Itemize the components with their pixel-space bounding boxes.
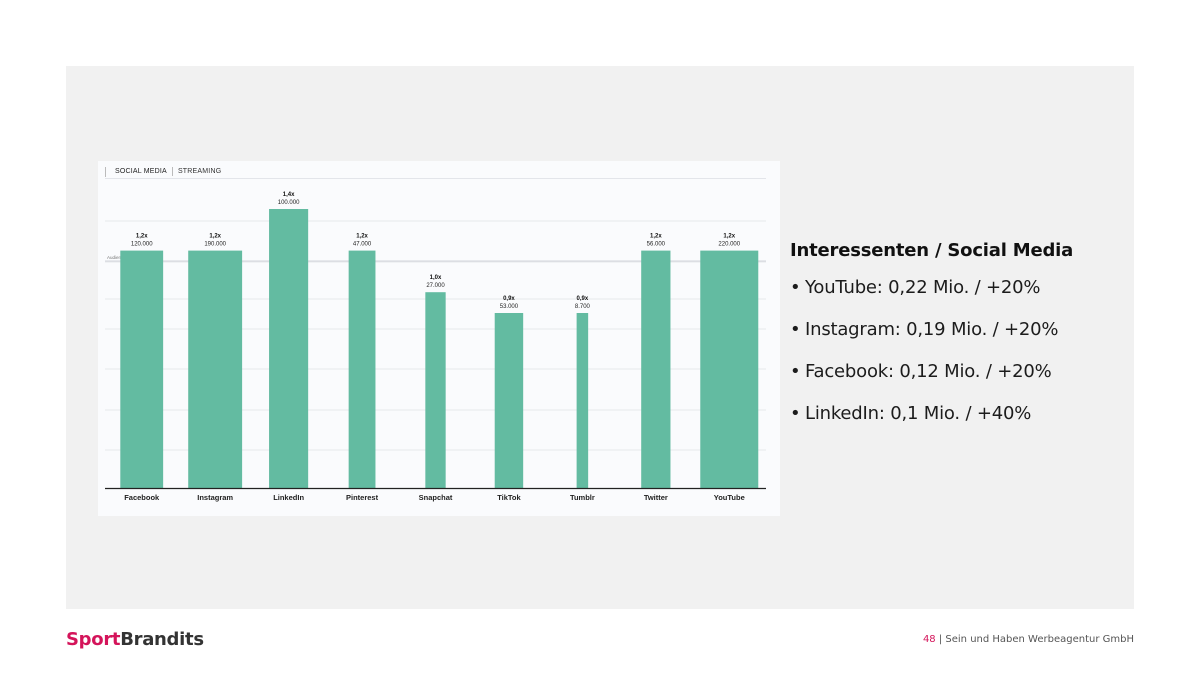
bullet-item: • YouTube: 0,22 Mio. / +20% <box>790 277 1120 319</box>
bar <box>494 313 524 488</box>
page-number: 48 <box>922 634 936 645</box>
bar-value-label: 27.000 <box>426 283 445 289</box>
bar-index-label: 1,2x <box>356 234 368 240</box>
bullet-text: YouTube: 0,22 Mio. / +20% <box>805 277 1041 298</box>
tab-divider <box>171 167 173 176</box>
bar-index-label: 0,9x <box>577 296 589 302</box>
tab-streaming[interactable]: STREAMING <box>177 168 222 175</box>
chart-tabbar: SOCIAL MEDIA STREAMING <box>105 165 766 179</box>
x-tick-label: Pinterest <box>346 493 379 502</box>
bar-index-label: 1,0x <box>430 275 442 281</box>
x-tick-label: YouTube <box>714 493 745 502</box>
bar-index-label: 1,2x <box>650 234 662 240</box>
bullet-dot: • <box>790 319 801 340</box>
bar <box>348 250 376 488</box>
bar-value-label: 190.000 <box>204 242 226 248</box>
bullet-item: • Instagram: 0,19 Mio. / +20% <box>790 319 1120 361</box>
x-tick-label: Snapchat <box>419 493 453 502</box>
bar <box>700 250 759 488</box>
bullet-dot: • <box>790 403 801 424</box>
bullet-text: LinkedIn: 0,1 Mio. / +40% <box>805 403 1032 424</box>
bullet-item: • LinkedIn: 0,1 Mio. / +40% <box>790 403 1120 445</box>
footer: 48 | Sein und Haben Werbeagentur GmbH <box>923 634 1134 645</box>
bar <box>576 313 589 488</box>
bar-value-label: 8.700 <box>575 304 591 310</box>
x-tick-label: LinkedIn <box>273 493 304 502</box>
bar-index-label: 1,2x <box>209 234 221 240</box>
bullet-dot: • <box>790 361 801 382</box>
x-tick-label: TikTok <box>497 493 521 502</box>
x-tick-label: Instagram <box>197 493 233 502</box>
bar-value-label: 53.000 <box>500 304 519 310</box>
bullet-text: Facebook: 0,12 Mio. / +20% <box>805 361 1052 382</box>
bullet-item: • Facebook: 0,12 Mio. / +20% <box>790 361 1120 403</box>
logo-part-brandits: Brandits <box>120 629 204 650</box>
bar-index-label: 0,9x <box>503 296 515 302</box>
tab-divider <box>105 166 106 177</box>
bar <box>425 292 446 488</box>
bullet-list: • YouTube: 0,22 Mio. / +20% • Instagram: 0… <box>790 277 1120 445</box>
bar <box>641 250 671 488</box>
bar-value-label: 100.000 <box>278 200 300 206</box>
bar-value-label: 120.000 <box>131 242 153 248</box>
bullet-text: Instagram: 0,19 Mio. / +20% <box>805 319 1059 340</box>
bar-index-label: 1,2x <box>723 234 735 240</box>
x-tick-label: Facebook <box>124 493 160 502</box>
panel-heading: Interessenten / Social Media <box>790 240 1074 261</box>
tab-social-media[interactable]: SOCIAL MEDIA <box>115 168 167 175</box>
bar-value-label: 220.000 <box>718 242 740 248</box>
info-panel: Interessenten / Social Media • YouTube: 0… <box>790 240 1120 445</box>
bar-value-label: 56.000 <box>647 242 666 248</box>
logo-part-sport: Sport <box>66 629 121 650</box>
bar-index-label: 1,2x <box>136 234 148 240</box>
bar-value-label: 47.000 <box>353 242 372 248</box>
x-tick-label: Twitter <box>644 493 668 502</box>
bar-index-label: 1,4x <box>283 192 295 198</box>
bullet-dot: • <box>790 277 801 298</box>
brand-logo: SportBrandits <box>66 629 204 650</box>
footer-text: | Sein und Haben Werbeagentur GmbH <box>935 634 1134 645</box>
bar <box>188 250 243 488</box>
x-tick-label: Tumblr <box>570 493 595 502</box>
bar <box>269 209 309 488</box>
bar <box>120 250 164 488</box>
